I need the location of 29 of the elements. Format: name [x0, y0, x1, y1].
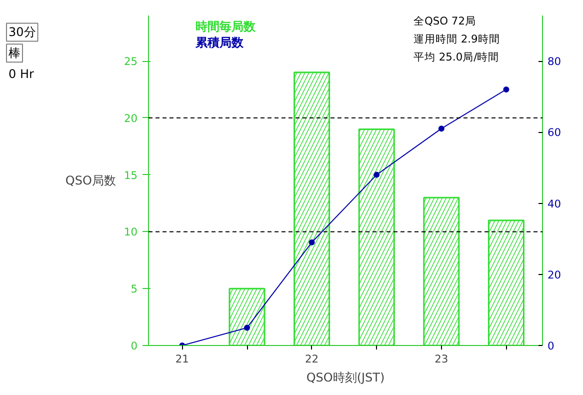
y-tick-label: 0 [130, 340, 138, 352]
x-tick-label: 23 [434, 352, 448, 366]
point [503, 86, 510, 92]
y-tick-label: 15 [124, 168, 138, 182]
text: 30分 [8, 25, 36, 40]
text: 棒 [8, 46, 20, 60]
annotation: 全QSO 72局 [414, 14, 476, 28]
y2-tick-label: 80 [548, 55, 562, 68]
y2-tick-label: 0 [548, 340, 554, 352]
point [438, 126, 444, 132]
text: 時間毎局数 [196, 20, 256, 34]
y-axis-title: QSO局数 [65, 174, 116, 188]
point [374, 172, 380, 178]
annotation: 平均 25.0局/時間 [414, 50, 500, 64]
x-tick-label: 21 [175, 352, 189, 366]
point [308, 239, 315, 246]
point [244, 324, 250, 331]
y2-tick-label: 60 [548, 126, 562, 140]
annotation: 運用時間 2.9時間 [414, 32, 500, 46]
text: 累積局数 [194, 36, 244, 50]
y-tick-label: 10 [124, 226, 138, 239]
y-tick-label: 25 [124, 55, 138, 68]
y2-tick-label: 40 [548, 197, 562, 210]
text: 0 Hr [8, 66, 34, 81]
y2-tick-label: 20 [548, 268, 562, 282]
y-tick-label: 5 [130, 282, 138, 296]
y-tick-label: 20 [124, 112, 138, 125]
x-tick-label: 22 [305, 352, 319, 366]
x-axis-title: QSO時刻(JST) [306, 370, 385, 384]
